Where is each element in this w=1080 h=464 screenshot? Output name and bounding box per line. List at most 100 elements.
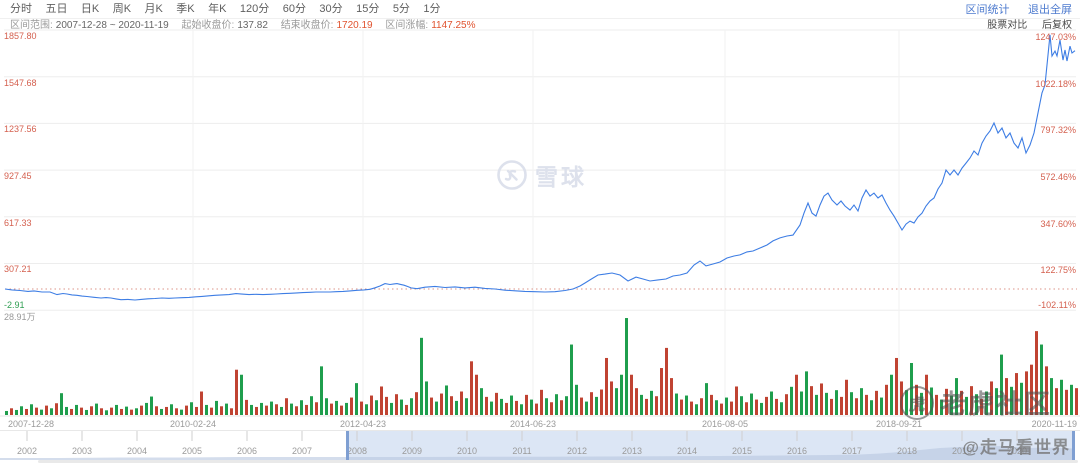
volume-bar <box>10 408 13 415</box>
volume-bar <box>685 395 688 415</box>
volume-bar <box>445 385 448 415</box>
volume-bar <box>770 391 773 415</box>
volume-bar <box>165 406 168 415</box>
volume-bar <box>130 409 133 415</box>
navigator-year-label: 2018 <box>896 446 918 456</box>
volume-bar <box>400 399 403 415</box>
tab-timeshare[interactable]: 分时 <box>10 3 32 15</box>
volume-bar <box>95 403 98 415</box>
volume-bar <box>805 371 808 415</box>
volume-bar <box>550 402 553 415</box>
adjust-mode-link[interactable]: 后复权 <box>1042 20 1072 31</box>
volume-bar <box>1070 384 1073 415</box>
tab-120min[interactable]: 120分 <box>239 3 270 15</box>
volume-bar <box>110 407 113 415</box>
navigator-right-handle[interactable] <box>1072 431 1075 460</box>
volume-bar <box>480 388 483 415</box>
tab-daily-k[interactable]: 日K <box>80 3 100 15</box>
volume-bar <box>810 386 813 415</box>
x-axis-date-label: 2007-12-28 <box>8 419 55 429</box>
y-axis-left-label: 927.45 <box>4 171 32 182</box>
volume-bar <box>170 404 173 415</box>
volume-bar <box>980 398 983 415</box>
volume-bar <box>815 394 818 415</box>
price-line <box>4 34 1076 301</box>
volume-bar <box>860 388 863 415</box>
volume-bar <box>85 409 88 415</box>
volume-bar <box>905 390 908 415</box>
volume-bar <box>895 357 898 415</box>
volume-bar <box>275 404 278 415</box>
volume-bar <box>575 384 578 415</box>
tab-30min[interactable]: 30分 <box>319 3 343 15</box>
volume-bar <box>500 398 503 415</box>
volume-bar <box>405 404 408 415</box>
volume-bar <box>440 393 443 415</box>
volume-bar <box>915 384 918 415</box>
volume-bar <box>780 402 783 415</box>
navigator-year-label: 2013 <box>621 446 643 456</box>
x-axis-date-label: 2012-04-23 <box>339 419 387 429</box>
volume-bar <box>615 388 618 415</box>
volume-bar <box>1015 373 1018 415</box>
tab-1min[interactable]: 1分 <box>423 3 441 15</box>
y-axis-right-label: 1022.18% <box>1035 78 1076 89</box>
volume-bar <box>360 401 363 415</box>
navigator-year-label: 2020 <box>1006 446 1028 456</box>
volume-bar <box>65 406 68 415</box>
volume-bar <box>540 389 543 415</box>
volume-bar <box>435 401 438 415</box>
tab-15min[interactable]: 15分 <box>356 3 380 15</box>
volume-bar <box>345 402 348 415</box>
volume-bar <box>885 384 888 415</box>
volume-bar <box>695 404 698 415</box>
tab-5min[interactable]: 5分 <box>392 3 410 15</box>
volume-bar <box>1030 364 1033 415</box>
volume-bar <box>155 406 158 415</box>
volume-bar <box>310 396 313 415</box>
volume-bar <box>60 393 63 415</box>
volume-bar <box>485 396 488 415</box>
volume-bar <box>205 404 208 415</box>
volume-bar <box>900 381 903 415</box>
volume-bar <box>665 347 668 415</box>
volume-bar <box>560 400 563 415</box>
volume-bar <box>5 410 8 415</box>
volume-bar <box>1025 371 1028 415</box>
volume-bar <box>530 399 533 415</box>
y-axis-left-label: 307.21 <box>4 264 32 275</box>
volume-bar <box>725 397 728 415</box>
volume-bar <box>855 398 858 415</box>
y-axis-right-label: 347.60% <box>1040 218 1076 229</box>
volume-bar <box>870 400 873 415</box>
volume-bar <box>640 394 643 415</box>
interval-stats-link[interactable]: 区间统计 <box>965 4 1010 16</box>
tab-monthly-k[interactable]: 月K <box>144 3 163 15</box>
interval-change-label: 区间涨幅: <box>385 20 429 31</box>
volume-bar <box>75 404 78 415</box>
volume-bar <box>660 368 663 415</box>
volume-bar <box>555 394 558 415</box>
volume-bar <box>930 387 933 415</box>
volume-bar <box>755 399 758 415</box>
volume-bar <box>490 401 493 415</box>
volume-bar <box>140 405 143 415</box>
stock-compare-link[interactable]: 股票对比 <box>987 20 1028 31</box>
volume-bar <box>635 388 638 415</box>
exit-fullscreen-link[interactable]: 退出全屏 <box>1028 4 1072 16</box>
volume-bar <box>1060 379 1063 415</box>
volume-bar <box>250 404 253 415</box>
tab-quarter-k[interactable]: 季K <box>176 3 195 15</box>
navigator-left-handle[interactable] <box>346 431 349 460</box>
tab-yearly-k[interactable]: 年K <box>208 3 227 15</box>
tab-60min[interactable]: 60分 <box>282 3 306 15</box>
volume-bar <box>395 394 398 415</box>
horizontal-scrollbar[interactable] <box>38 460 1078 463</box>
tab-fiveday[interactable]: 五日 <box>45 3 68 15</box>
tab-weekly-k[interactable]: 周K <box>112 3 132 15</box>
volume-bar <box>850 392 853 415</box>
volume-bar <box>470 361 473 415</box>
volume-bar <box>295 406 298 415</box>
volume-bar <box>750 393 753 415</box>
